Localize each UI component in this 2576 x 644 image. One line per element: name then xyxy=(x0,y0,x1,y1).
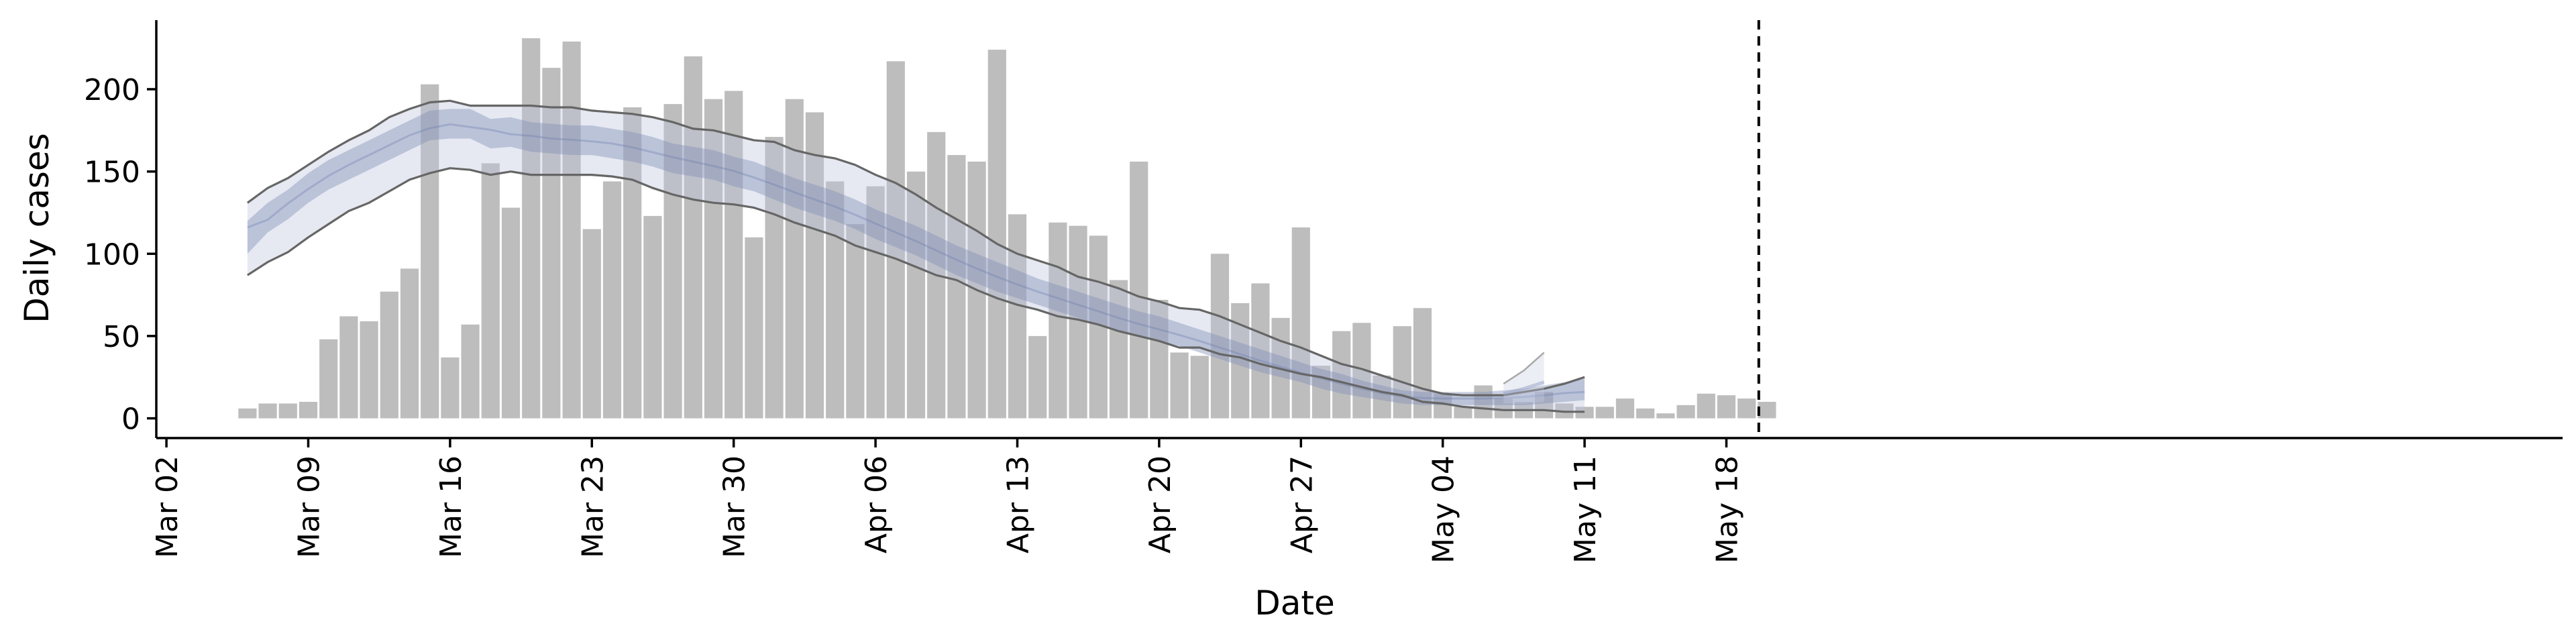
x-axis-label: Date xyxy=(1254,584,1335,623)
x-tick-label: Mar 09 xyxy=(292,455,327,558)
daily-case-bar xyxy=(380,291,398,419)
daily-case-bar xyxy=(1494,398,1513,419)
daily-case-bar xyxy=(481,163,500,419)
daily-case-bar xyxy=(1758,402,1776,419)
daily-case-bar xyxy=(704,99,723,419)
daily-case-bar xyxy=(1717,395,1736,419)
daily-case-bar xyxy=(339,316,358,419)
daily-case-bar xyxy=(947,155,966,419)
daily-case-bar xyxy=(1251,283,1270,419)
daily-case-bar xyxy=(1393,326,1411,419)
daily-case-bar xyxy=(441,357,460,419)
y-tick-label: 50 xyxy=(103,320,140,354)
daily-case-bar xyxy=(866,186,885,419)
daily-case-bar xyxy=(684,56,702,419)
daily-case-bar xyxy=(1150,300,1169,419)
daily-case-bar xyxy=(1595,407,1614,419)
daily-case-bar xyxy=(1170,352,1189,419)
daily-case-bar xyxy=(1454,407,1472,419)
daily-case-bar xyxy=(906,171,926,419)
x-tick-label: Apr 13 xyxy=(1002,455,1036,553)
daily-case-bar xyxy=(1434,393,1452,419)
daily-case-bar xyxy=(1190,356,1209,419)
daily-case-bar xyxy=(1615,398,1635,419)
daily-case-bar xyxy=(623,107,642,419)
daily-case-bar xyxy=(1130,161,1148,419)
daily-case-bar xyxy=(1373,375,1391,419)
daily-case-bar xyxy=(765,137,784,419)
daily-case-bar xyxy=(299,402,318,419)
daily-case-bar xyxy=(582,229,601,419)
forecast-band xyxy=(1503,352,1544,404)
daily-case-bar xyxy=(421,84,439,419)
daily-case-bar xyxy=(522,38,541,419)
daily-case-bar xyxy=(542,68,561,419)
x-tick-label: Mar 16 xyxy=(434,455,468,558)
x-tick-label: May 18 xyxy=(1711,455,1745,564)
daily-case-bar xyxy=(1028,335,1047,419)
y-tick-label: 0 xyxy=(121,402,140,437)
y-tick-layer: 0 50 100 150 200 xyxy=(84,73,156,437)
daily-case-bar xyxy=(1697,393,1715,419)
x-tick-label: Mar 23 xyxy=(576,455,610,558)
daily-case-bar xyxy=(987,50,1006,419)
daily-case-bar xyxy=(724,91,743,419)
daily-case-bar xyxy=(1676,405,1695,419)
x-tick-label: Apr 27 xyxy=(1285,455,1319,553)
daily-case-bar xyxy=(1049,222,1067,419)
daily-case-bar xyxy=(886,61,905,419)
daily-case-bar xyxy=(461,324,480,419)
daily-case-bar xyxy=(602,181,622,419)
daily-case-bar xyxy=(1535,392,1554,419)
x-tick-label: Apr 06 xyxy=(859,455,894,553)
forecast-median-line xyxy=(1503,380,1545,396)
fit-lower-line xyxy=(247,167,1585,413)
model-band-layer xyxy=(246,99,1585,413)
x-tick-label: May 04 xyxy=(1427,455,1461,564)
fit-inner-band xyxy=(247,109,1585,405)
daily-case-bar xyxy=(826,181,845,419)
daily-case-bar xyxy=(1656,413,1675,419)
daily-case-bar xyxy=(643,215,662,419)
daily-case-bar xyxy=(400,268,419,419)
daily-case-bar xyxy=(258,403,277,419)
y-tick-label: 100 xyxy=(84,237,140,272)
fit-median-line xyxy=(247,123,1585,400)
daily-case-bar xyxy=(1332,331,1351,419)
daily-case-bar xyxy=(1737,398,1756,419)
daily-case-bar xyxy=(360,321,378,419)
daily-case-bar xyxy=(238,408,257,419)
x-tick-label: May 11 xyxy=(1568,455,1603,564)
daily-case-bar xyxy=(805,112,824,419)
daily-case-bar xyxy=(1291,227,1310,419)
bars-layer xyxy=(238,38,1776,419)
daily-case-bar xyxy=(1636,408,1655,419)
y-tick-label: 200 xyxy=(84,73,140,107)
daily-case-bar xyxy=(1210,254,1230,419)
daily-case-bar xyxy=(1474,385,1493,419)
daily-case-bar xyxy=(562,41,581,419)
daily-case-bar xyxy=(319,339,338,419)
daily-case-bar xyxy=(846,224,865,419)
y-axis-label: Daily cases xyxy=(17,133,56,323)
x-tick-label: Mar 30 xyxy=(718,455,752,558)
x-tick-label: Mar 02 xyxy=(150,455,184,558)
daily-case-bar xyxy=(1109,280,1128,419)
y-tick-label: 150 xyxy=(84,156,140,190)
x-tick-label: Apr 20 xyxy=(1143,455,1177,553)
daily-case-bar xyxy=(1311,366,1331,419)
forecast-upper-line xyxy=(1503,352,1545,385)
daily-case-bar xyxy=(501,207,521,419)
x-tick-layer: Mar 02 Mar 09 Mar 16 Mar 23 Mar 30 Apr 06 Apr … xyxy=(150,438,1745,564)
fit-upper-line xyxy=(246,99,1585,396)
daily-case-bar xyxy=(745,237,763,419)
daily-case-bar xyxy=(1008,214,1027,419)
daily-case-bar xyxy=(278,403,297,419)
daily-case-bar xyxy=(663,104,682,419)
fit-outer-band xyxy=(247,101,1585,412)
